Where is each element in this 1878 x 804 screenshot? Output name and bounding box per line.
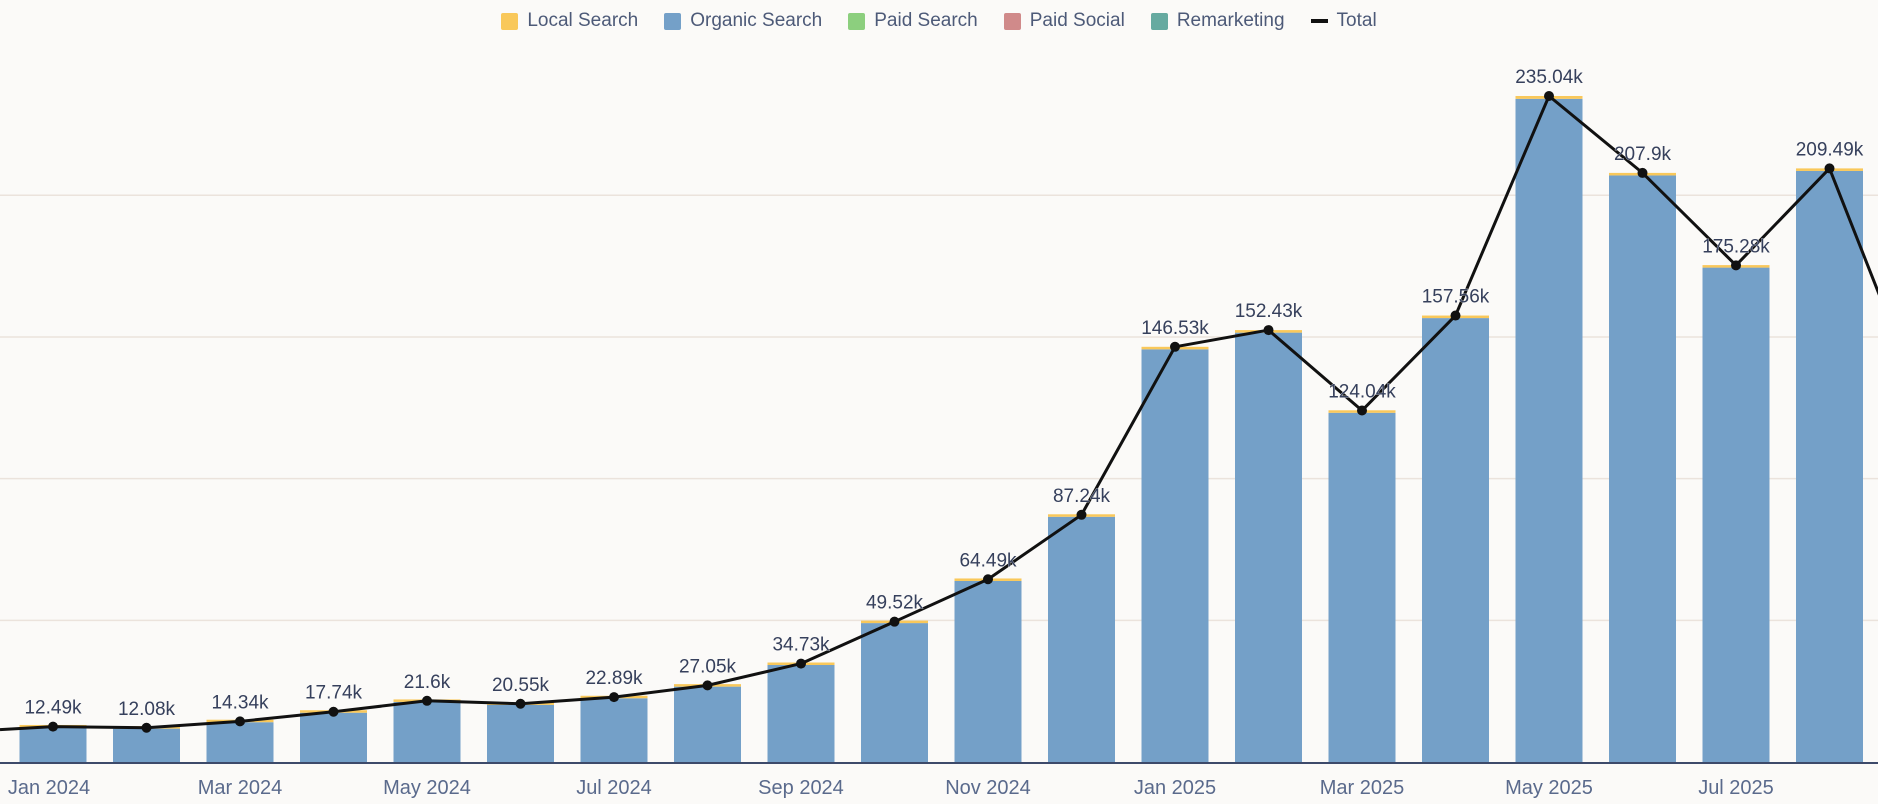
bar-organic-search bbox=[19, 727, 87, 762]
x-tick-label: Nov 2024 bbox=[945, 777, 1031, 799]
legend-label: Organic Search bbox=[690, 10, 823, 31]
legend-item-organic-search[interactable]: Organic Search bbox=[664, 10, 822, 32]
x-tick-label: Sep 2024 bbox=[758, 777, 844, 799]
bar-organic-search bbox=[1048, 516, 1115, 762]
bar-organic-search bbox=[1422, 318, 1489, 762]
legend-swatch bbox=[1003, 12, 1021, 30]
legend-swatch bbox=[664, 12, 682, 30]
data-label: 235.04k bbox=[1515, 67, 1583, 88]
legend-swatch bbox=[1150, 12, 1168, 30]
legend-swatch bbox=[1310, 19, 1328, 23]
total-point bbox=[889, 616, 900, 627]
bar-organic-search bbox=[1515, 98, 1583, 762]
total-point bbox=[1076, 509, 1087, 520]
data-label: 27.05k bbox=[679, 656, 737, 677]
bar-organic-search bbox=[1702, 267, 1770, 762]
data-label: 49.52k bbox=[866, 593, 924, 614]
bar-organic-search bbox=[1328, 412, 1396, 762]
total-point bbox=[1450, 310, 1461, 321]
total-point bbox=[1637, 167, 1648, 178]
bar-organic-search bbox=[1141, 349, 1209, 762]
legend-item-local-search[interactable]: Local Search bbox=[501, 10, 638, 32]
total-point bbox=[48, 721, 58, 732]
x-tick-label: Jul 2025 bbox=[1698, 777, 1774, 799]
bar-organic-search bbox=[861, 623, 928, 762]
x-tick-label: Mar 2024 bbox=[198, 777, 283, 799]
data-label: 17.74k bbox=[305, 683, 363, 704]
total-line bbox=[0, 94, 1878, 732]
data-label: 146.53k bbox=[1141, 318, 1209, 339]
data-label: 64.49k bbox=[959, 550, 1017, 571]
bar-organic-search bbox=[580, 698, 648, 762]
x-tick-label: Jul 2024 bbox=[576, 777, 652, 799]
total-point bbox=[702, 680, 713, 691]
total-point bbox=[609, 692, 619, 703]
bar-organic-search bbox=[113, 728, 180, 762]
x-tick-label: Jan 2025 bbox=[1134, 777, 1216, 799]
total-point bbox=[328, 706, 339, 717]
bar-organic-search bbox=[1796, 170, 1863, 763]
legend-swatch bbox=[848, 12, 866, 30]
total-point bbox=[1544, 91, 1554, 101]
legend-item-total[interactable]: Total bbox=[1310, 10, 1377, 32]
data-label: 152.43k bbox=[1235, 301, 1303, 322]
x-tick-label: Mar 2025 bbox=[1320, 777, 1405, 799]
data-label: 21.6k bbox=[404, 672, 451, 693]
data-label: 22.89k bbox=[585, 668, 643, 689]
legend-item-paid-social[interactable]: Paid Social bbox=[1003, 10, 1125, 32]
legend-label: Local Search bbox=[527, 10, 639, 31]
data-label: 20.55k bbox=[492, 675, 550, 696]
total-point bbox=[1731, 260, 1741, 271]
legend-label: Paid Social bbox=[1029, 10, 1125, 31]
total-point bbox=[1170, 341, 1180, 352]
legend-swatch bbox=[501, 12, 519, 30]
total-point bbox=[1263, 325, 1274, 336]
data-label: 157.56k bbox=[1422, 287, 1490, 308]
bar-organic-search bbox=[954, 580, 1022, 762]
total-point bbox=[422, 695, 432, 706]
data-label: 124.04k bbox=[1328, 382, 1396, 403]
data-label: 87.24k bbox=[1053, 486, 1111, 507]
data-label: 209.49k bbox=[1796, 139, 1864, 160]
bar-organic-search bbox=[674, 686, 741, 762]
bar-organic-search bbox=[487, 704, 554, 762]
data-label: 12.08k bbox=[118, 699, 176, 720]
bar-organic-search bbox=[300, 712, 367, 762]
bar-organic-search bbox=[1609, 175, 1676, 763]
total-point bbox=[235, 716, 245, 727]
data-label: 12.49k bbox=[24, 698, 82, 719]
x-tick-label: May 2024 bbox=[383, 777, 471, 799]
legend-label: Total bbox=[1336, 10, 1377, 31]
x-tick-label: Jan 2024 bbox=[8, 777, 90, 799]
bar-organic-search bbox=[767, 665, 835, 762]
total-point bbox=[141, 722, 152, 733]
legend: Local Search Organic Search Paid Search Pai… bbox=[0, 10, 1878, 32]
bar-organic-search bbox=[393, 701, 461, 762]
total-point bbox=[983, 574, 993, 585]
legend-label: Paid Search bbox=[874, 10, 978, 31]
bar-organic-search bbox=[206, 722, 274, 762]
total-point bbox=[515, 698, 526, 709]
data-label: 34.73k bbox=[772, 635, 830, 656]
legend-item-remarketing[interactable]: Remarketing bbox=[1150, 10, 1285, 32]
x-tick-label: May 2025 bbox=[1505, 777, 1593, 799]
legend-item-paid-search[interactable]: Paid Search bbox=[848, 10, 978, 32]
data-label: 207.9k bbox=[1614, 144, 1672, 165]
bar-organic-search bbox=[1235, 332, 1302, 762]
data-label: 175.28k bbox=[1702, 236, 1770, 257]
total-point bbox=[796, 658, 806, 669]
legend-label: Remarketing bbox=[1176, 10, 1285, 31]
total-point bbox=[1824, 163, 1835, 174]
total-point bbox=[1357, 405, 1367, 416]
data-label: 14.34k bbox=[211, 692, 269, 713]
